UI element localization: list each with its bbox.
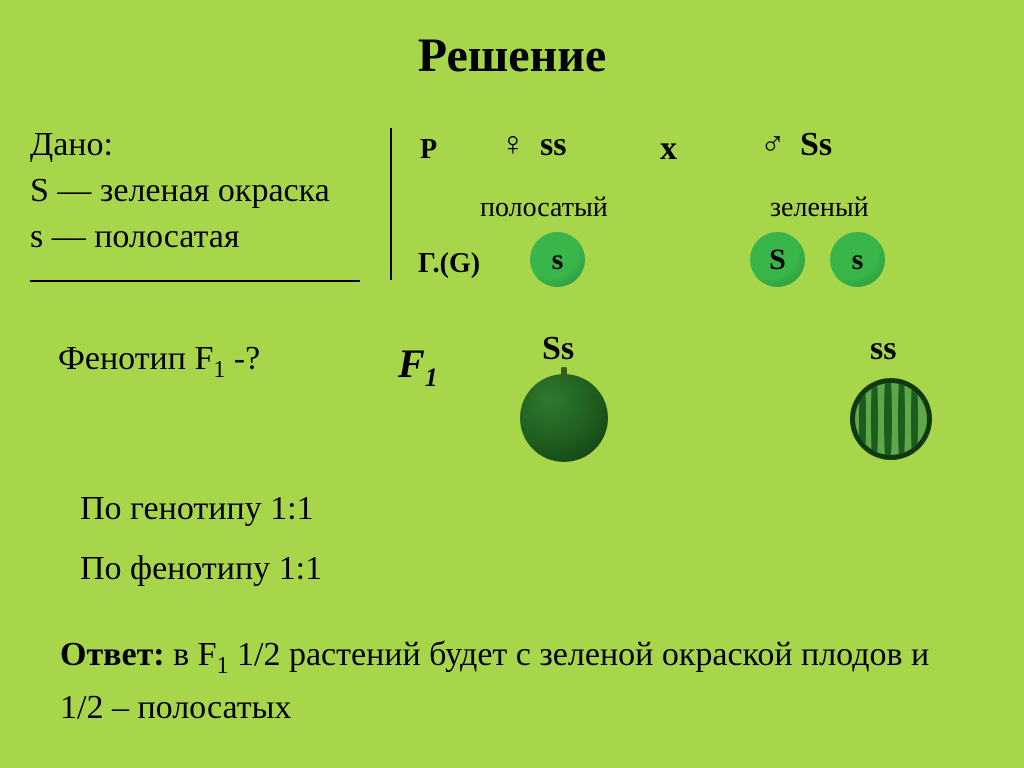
gamete-male-2-label: s: [852, 243, 864, 277]
male-genotype: Ss: [800, 126, 832, 163]
gamete-male-2: s: [830, 232, 885, 287]
given-allele-2: s: [30, 218, 43, 255]
f1-label: F1: [398, 340, 438, 393]
f1-genotype-2: ss: [870, 330, 896, 368]
ratio-phenotype: По фенотипу 1:1: [80, 550, 322, 588]
answer-label: Ответ:: [60, 636, 165, 673]
f1-label-f: F: [398, 341, 425, 386]
given-line-1: S — зеленая окраска: [30, 172, 330, 210]
given-heading: Дано:: [30, 126, 113, 164]
given-divider: [30, 280, 360, 282]
given-line-2: s — полосатая: [30, 218, 240, 256]
female-symbol: ♀: [500, 126, 526, 163]
p-label: P: [420, 134, 437, 166]
answer-sub: 1: [217, 653, 229, 679]
male-symbol: ♂: [760, 126, 786, 163]
watermelon-striped-icon: [850, 378, 932, 460]
given-desc-1: — зеленая окраска: [49, 172, 330, 209]
gamete-female-1-label: s: [552, 243, 564, 277]
question-suffix: -?: [225, 340, 260, 377]
gametes-label: Г.(G): [418, 248, 480, 280]
f1-genotype-1: Ss: [542, 330, 574, 368]
question-sub: 1: [213, 357, 225, 383]
watermelon-striped-inner: [855, 383, 927, 455]
answer-block: Ответ: в F1 1/2 растений будет с зеленой…: [60, 630, 970, 733]
f1-label-sub: 1: [425, 363, 438, 392]
ratio-genotype: По генотипу 1:1: [80, 490, 314, 528]
question-line: Фенотип F1 -?: [58, 340, 260, 384]
question-prefix: Фенотип F: [58, 340, 213, 377]
gamete-male-1: S: [750, 232, 805, 287]
gamete-female-1: s: [530, 232, 585, 287]
female-genotype: ss: [540, 126, 566, 163]
gamete-male-1-label: S: [769, 243, 786, 277]
given-allele-1: S: [30, 172, 49, 209]
given-vline: [390, 128, 392, 280]
male-parent: ♂ Ss: [760, 126, 832, 164]
watermelon-solid-icon: [520, 374, 608, 462]
answer-prefix: в F: [165, 636, 217, 673]
female-phenotype: полосатый: [480, 192, 608, 224]
female-parent: ♀ ss: [500, 126, 566, 164]
given-desc-2: — полосатая: [43, 218, 239, 255]
cross-symbol: x: [660, 130, 677, 168]
male-phenotype: зеленый: [770, 192, 869, 224]
slide-title: Решение: [0, 28, 1024, 83]
